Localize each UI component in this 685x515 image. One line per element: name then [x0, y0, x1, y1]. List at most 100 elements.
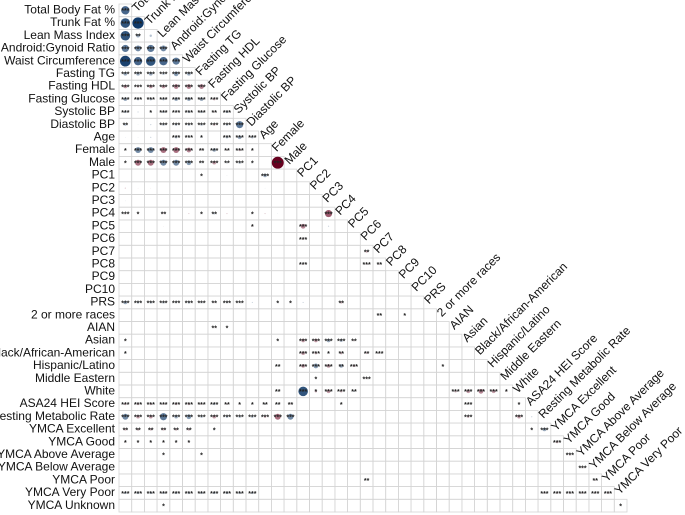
cell [436, 473, 450, 487]
cell [334, 282, 348, 297]
correlation-dot [150, 441, 152, 443]
significance-stars: *** [172, 59, 180, 66]
significance-stars: *** [477, 389, 485, 396]
cell [359, 460, 374, 475]
cell [309, 232, 323, 246]
cell [258, 308, 272, 322]
cell [207, 181, 221, 195]
correlation-dot [225, 110, 229, 114]
significance-stars: *** [172, 110, 180, 117]
cell [296, 435, 310, 449]
significance-stars: *** [147, 161, 155, 168]
cell [182, 219, 196, 233]
cell [309, 422, 323, 437]
cell [309, 295, 323, 310]
cell [283, 321, 298, 335]
correlation-dot [236, 121, 244, 129]
row-label: PC1 [92, 168, 116, 182]
correlation-dot [287, 413, 294, 420]
cell [118, 498, 133, 513]
cell [448, 359, 463, 373]
cell [131, 384, 145, 399]
correlation-dot [251, 225, 253, 227]
significance-stars: * [238, 402, 241, 409]
correlation-dot [200, 301, 203, 304]
significance-stars: *** [490, 389, 498, 396]
cell [156, 384, 171, 399]
cell [194, 321, 209, 335]
correlation-dot [213, 111, 215, 113]
significance-stars: *** [185, 122, 193, 129]
significance-stars: *** [172, 122, 180, 129]
correlation-dot [147, 147, 154, 154]
cell [143, 498, 158, 513]
correlation-dot [159, 56, 168, 66]
correlation-dot [124, 110, 127, 114]
cell [448, 435, 463, 449]
significance-stars: * [619, 503, 622, 510]
correlation-dot [124, 187, 126, 189]
cell [169, 206, 183, 221]
cell [283, 244, 298, 259]
correlation-dot [162, 428, 165, 431]
row-label: Black/African-American [0, 345, 115, 359]
correlation-dot [478, 388, 484, 394]
correlation-dot [124, 352, 126, 354]
cell [118, 321, 133, 335]
cell [347, 397, 361, 411]
cell [258, 282, 272, 297]
correlation-dot [340, 390, 343, 393]
cell [410, 435, 425, 449]
cell [512, 473, 526, 487]
cell [258, 422, 272, 437]
cell [309, 460, 323, 475]
cell [512, 435, 526, 449]
cell [245, 308, 260, 322]
significance-stars: ** [351, 338, 357, 345]
cell [245, 435, 260, 449]
significance-stars: ** [123, 427, 129, 434]
cell [207, 257, 221, 272]
cell [220, 282, 234, 297]
correlation-dot [174, 136, 178, 139]
cell [232, 346, 247, 360]
correlation-dot [136, 85, 140, 88]
significance-stars: *** [197, 402, 205, 409]
cell [283, 460, 298, 475]
cell [258, 346, 272, 360]
correlation-dot [251, 162, 253, 164]
cell [232, 435, 247, 449]
cell [309, 321, 323, 335]
cell [283, 282, 298, 297]
row-label: PC3 [92, 193, 116, 207]
cell [283, 359, 298, 373]
cell [156, 232, 171, 246]
cell [143, 244, 158, 259]
cell [232, 257, 247, 272]
significance-stars: * [314, 376, 317, 383]
cell [232, 308, 247, 322]
cell [143, 448, 158, 462]
cell [334, 409, 348, 424]
correlation-dot [145, 56, 156, 66]
significance-stars: *** [197, 415, 205, 422]
significance-stars: *** [134, 72, 142, 79]
correlation-dot [379, 314, 380, 316]
cell [436, 346, 450, 360]
significance-stars: *** [540, 427, 548, 434]
correlation-dot [226, 327, 228, 329]
correlation-dot [147, 159, 154, 166]
significance-stars: *** [236, 122, 244, 129]
cell [118, 219, 133, 233]
cell [283, 498, 298, 513]
correlation-dot [200, 491, 203, 495]
correlation-dot [136, 402, 140, 406]
correlation-dot [568, 492, 571, 494]
cell [385, 409, 399, 424]
significance-stars: *** [172, 415, 180, 422]
cell [194, 282, 209, 297]
cell [131, 257, 145, 272]
cell [143, 308, 158, 322]
correlation-dot [239, 301, 241, 304]
